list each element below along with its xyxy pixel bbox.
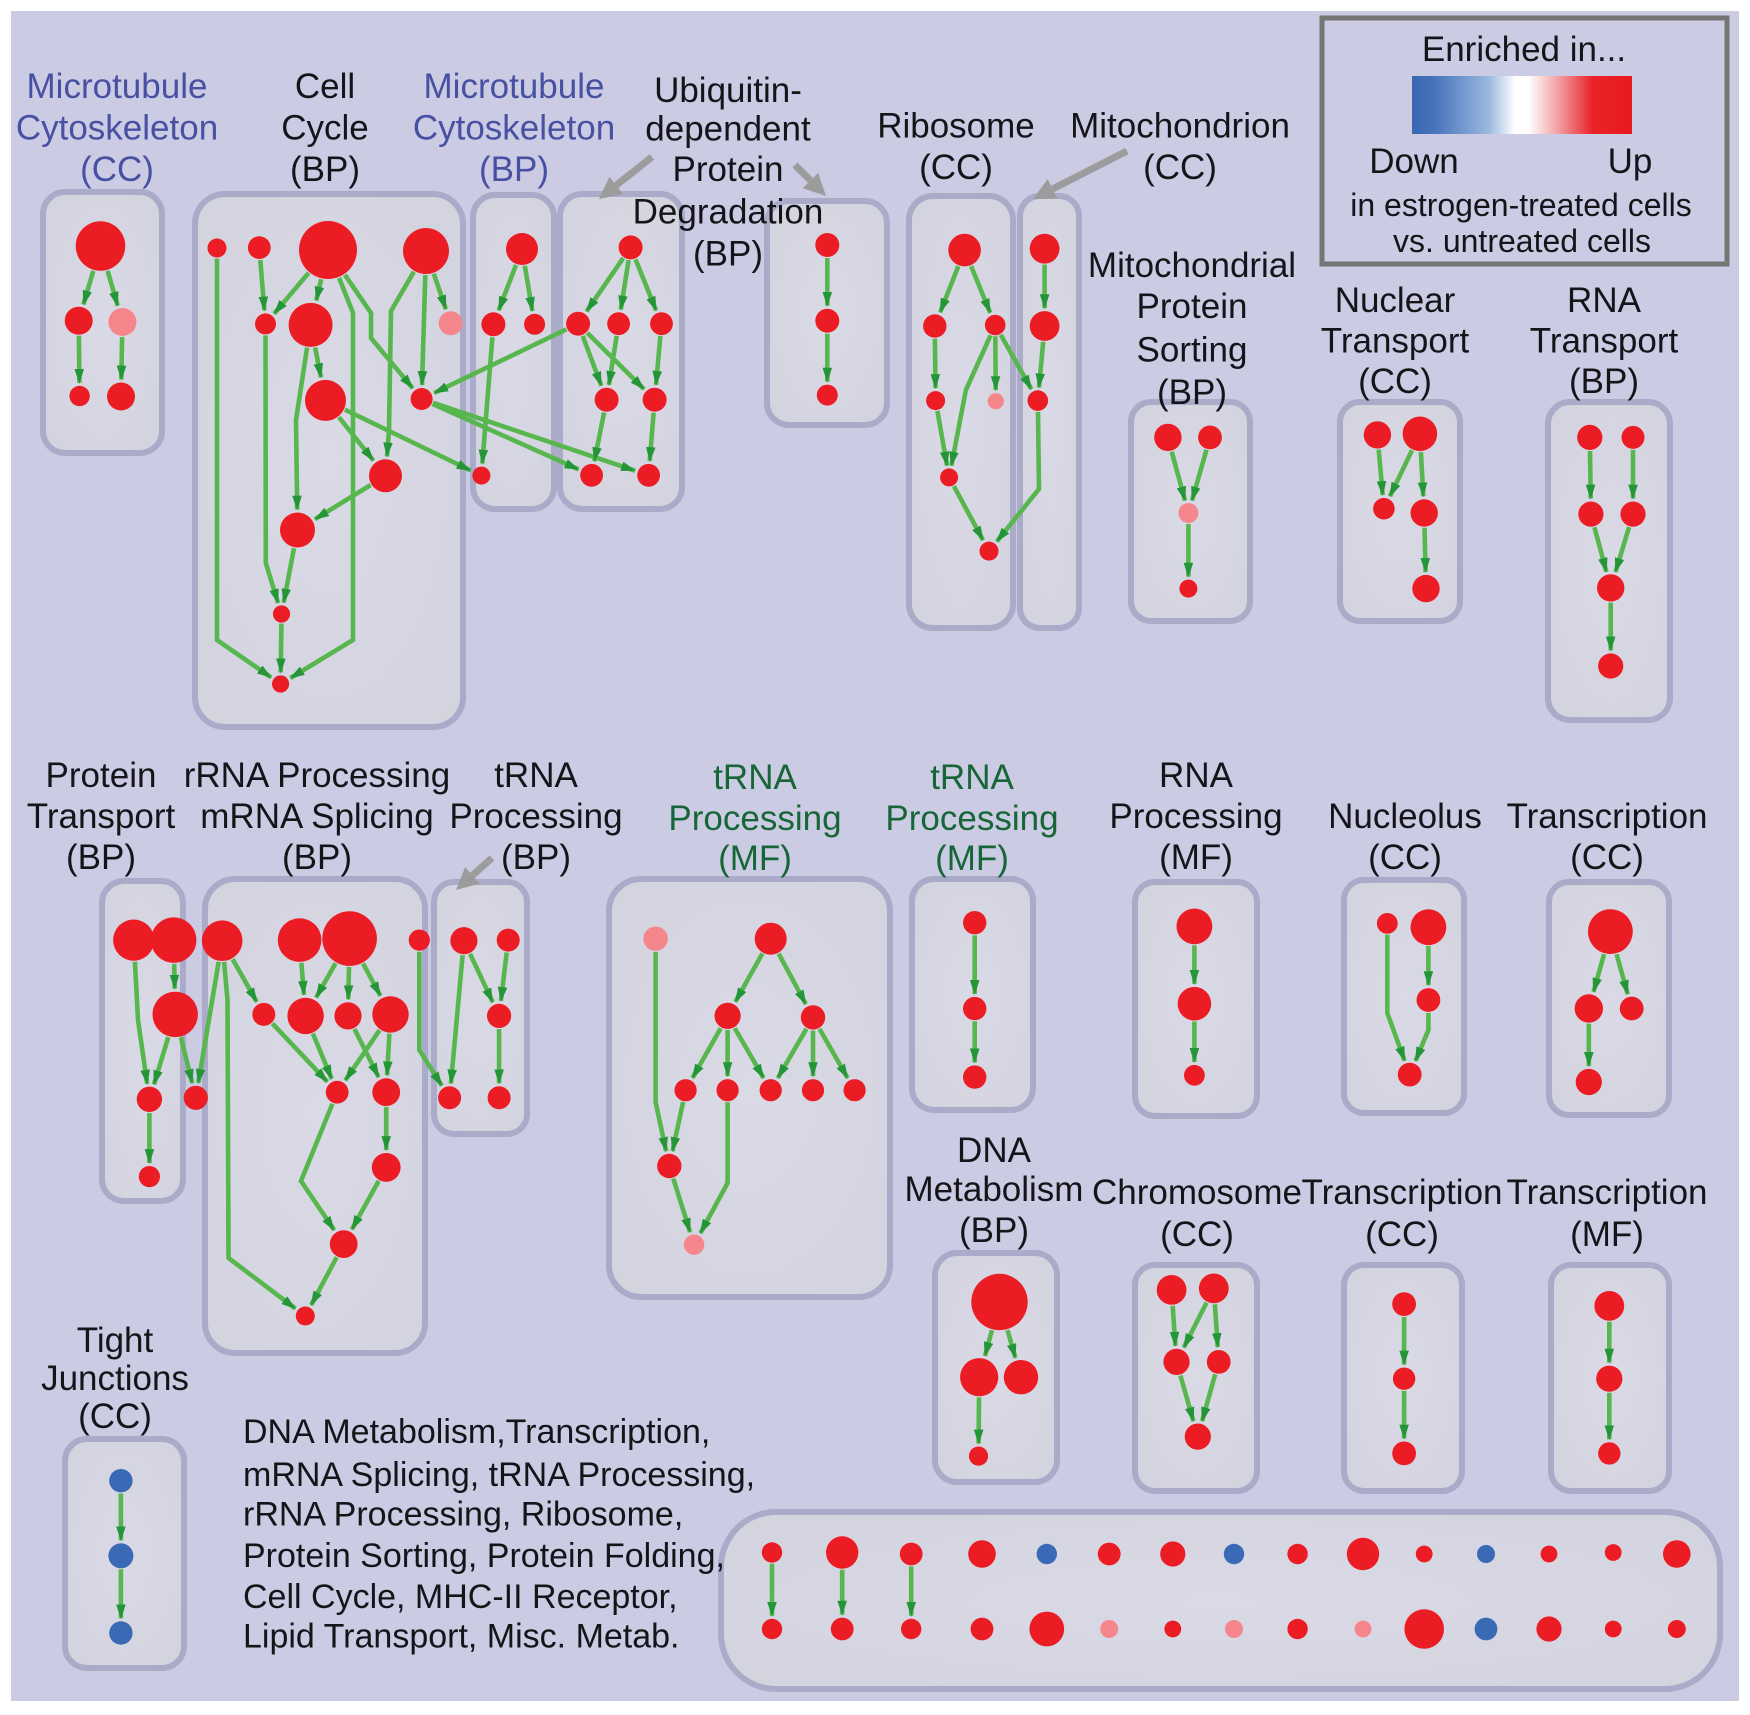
svg-text:Cytoskeleton: Cytoskeleton	[16, 109, 218, 148]
svg-text:Transcription: Transcription	[1302, 1173, 1503, 1212]
svg-text:Mitochondrion: Mitochondrion	[1070, 107, 1290, 146]
svg-text:Cytoskeleton: Cytoskeleton	[413, 109, 615, 148]
svg-text:(CC): (CC)	[1358, 362, 1432, 401]
svg-text:(CC): (CC)	[1160, 1215, 1234, 1254]
svg-text:Protein: Protein	[46, 756, 157, 795]
svg-text:(CC): (CC)	[1143, 148, 1217, 187]
svg-text:tRNA: tRNA	[494, 756, 578, 795]
svg-text:Up: Up	[1608, 142, 1653, 181]
svg-text:DNA Metabolism,Transcription,: DNA Metabolism,Transcription,	[243, 1413, 710, 1451]
svg-text:(MF): (MF)	[1159, 838, 1233, 877]
svg-text:Processing: Processing	[668, 799, 841, 838]
svg-text:(BP): (BP)	[1157, 373, 1227, 412]
svg-text:Microtubule: Microtubule	[424, 67, 605, 106]
svg-text:(BP): (BP)	[282, 838, 352, 877]
svg-text:(BP): (BP)	[501, 838, 571, 877]
svg-text:(BP): (BP)	[66, 838, 136, 877]
svg-text:Enriched in...: Enriched in...	[1422, 30, 1626, 69]
svg-text:Transport: Transport	[1321, 322, 1470, 361]
svg-text:rRNA Processing, Ribosome,: rRNA Processing, Ribosome,	[243, 1496, 683, 1534]
svg-text:Sorting: Sorting	[1137, 331, 1248, 370]
svg-text:Protein: Protein	[1137, 287, 1248, 326]
svg-text:Processing: Processing	[885, 799, 1058, 838]
svg-text:Nucleolus: Nucleolus	[1328, 797, 1482, 836]
svg-text:Degradation: Degradation	[633, 193, 824, 232]
svg-text:(BP): (BP)	[693, 235, 763, 274]
svg-text:Transport: Transport	[27, 797, 176, 836]
svg-text:in estrogen-treated cells: in estrogen-treated cells	[1350, 187, 1692, 223]
svg-text:(CC): (CC)	[1570, 838, 1644, 877]
svg-text:Tight: Tight	[77, 1321, 154, 1360]
svg-text:DNA: DNA	[957, 1131, 1032, 1170]
svg-text:Cell: Cell	[295, 67, 355, 106]
svg-text:(CC): (CC)	[1365, 1215, 1439, 1254]
svg-text:(BP): (BP)	[1569, 362, 1639, 401]
svg-text:tRNA: tRNA	[713, 758, 797, 797]
svg-text:Down: Down	[1369, 142, 1458, 181]
svg-text:mRNA Splicing, tRNA Processing: mRNA Splicing, tRNA Processing,	[243, 1456, 755, 1494]
svg-text:dependent: dependent	[645, 110, 811, 149]
svg-text:Processing: Processing	[1109, 797, 1282, 836]
svg-text:rRNA Processing: rRNA Processing	[184, 756, 450, 795]
svg-text:Cell Cycle, MHC-II Receptor,: Cell Cycle, MHC-II Receptor,	[243, 1578, 678, 1616]
svg-text:Lipid Transport, Misc. Metab.: Lipid Transport, Misc. Metab.	[243, 1618, 680, 1656]
svg-text:(BP): (BP)	[290, 150, 360, 189]
svg-text:Transcription: Transcription	[1507, 797, 1708, 836]
svg-text:vs. untreated cells: vs. untreated cells	[1393, 223, 1651, 259]
svg-text:Nuclear: Nuclear	[1335, 281, 1456, 320]
svg-text:(BP): (BP)	[479, 150, 549, 189]
svg-text:Mitochondrial: Mitochondrial	[1088, 246, 1296, 285]
svg-text:Protein: Protein	[673, 150, 784, 189]
svg-text:Cycle: Cycle	[281, 109, 369, 148]
svg-text:Microtubule: Microtubule	[27, 67, 208, 106]
svg-text:(CC): (CC)	[80, 150, 154, 189]
svg-text:mRNA Splicing: mRNA Splicing	[200, 797, 433, 836]
svg-text:RNA: RNA	[1567, 281, 1642, 320]
svg-text:(CC): (CC)	[1368, 838, 1442, 877]
svg-text:tRNA: tRNA	[930, 758, 1014, 797]
svg-text:Transcription: Transcription	[1507, 1173, 1708, 1212]
svg-text:Ribosome: Ribosome	[877, 107, 1035, 146]
svg-text:RNA: RNA	[1159, 756, 1234, 795]
svg-text:(CC): (CC)	[78, 1397, 152, 1436]
svg-text:(BP): (BP)	[959, 1211, 1029, 1250]
svg-text:(MF): (MF)	[935, 839, 1009, 878]
svg-text:Processing: Processing	[449, 797, 622, 836]
svg-text:Protein Sorting, Protein Foldi: Protein Sorting, Protein Folding,	[243, 1537, 725, 1575]
svg-text:Transport: Transport	[1530, 322, 1679, 361]
svg-text:(MF): (MF)	[1570, 1215, 1644, 1254]
svg-text:Ubiquitin-: Ubiquitin-	[654, 71, 802, 110]
svg-text:Junctions: Junctions	[41, 1359, 189, 1398]
svg-text:(MF): (MF)	[718, 839, 792, 878]
svg-text:Metabolism: Metabolism	[905, 1170, 1084, 1209]
svg-text:(CC): (CC)	[919, 148, 993, 187]
svg-text:Chromosome: Chromosome	[1092, 1173, 1302, 1212]
